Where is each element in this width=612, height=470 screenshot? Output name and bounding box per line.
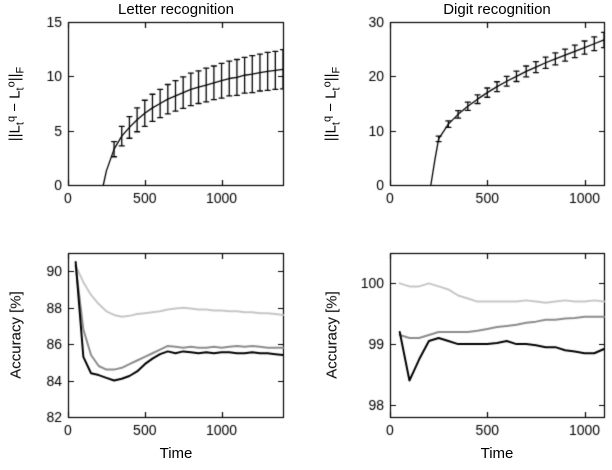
- y-axis-label-accuracy-letter: Accuracy [%]: [7, 291, 25, 379]
- digit-accuracy-plot-canvas: [306, 235, 612, 470]
- subplot-digit-norm: Digit recognition ||Ltq − Lto||F: [306, 0, 612, 235]
- subplot-letter-accuracy: Accuracy [%] Time: [0, 235, 306, 470]
- y-axis-label-norm-digit: ||Ltq − Lto||F: [321, 66, 343, 142]
- subplot-letter-norm: Letter recognition ||Ltq − Lto||F: [0, 0, 306, 235]
- x-axis-label-time-letter: Time: [159, 445, 193, 462]
- letter-norm-plot-canvas: [0, 0, 306, 235]
- chart-title-digit: Digit recognition: [443, 1, 551, 18]
- x-axis-label-time-digit: Time: [480, 445, 514, 462]
- digit-norm-plot-canvas: [306, 0, 612, 235]
- subplot-digit-accuracy: Accuracy [%] Time: [306, 235, 612, 470]
- y-axis-label-accuracy-digit: Accuracy [%]: [323, 291, 341, 379]
- chart-title-letter: Letter recognition: [118, 1, 234, 18]
- y-axis-label-norm-letter: ||Ltq − Lto||F: [5, 66, 27, 142]
- letter-accuracy-plot-canvas: [0, 235, 306, 470]
